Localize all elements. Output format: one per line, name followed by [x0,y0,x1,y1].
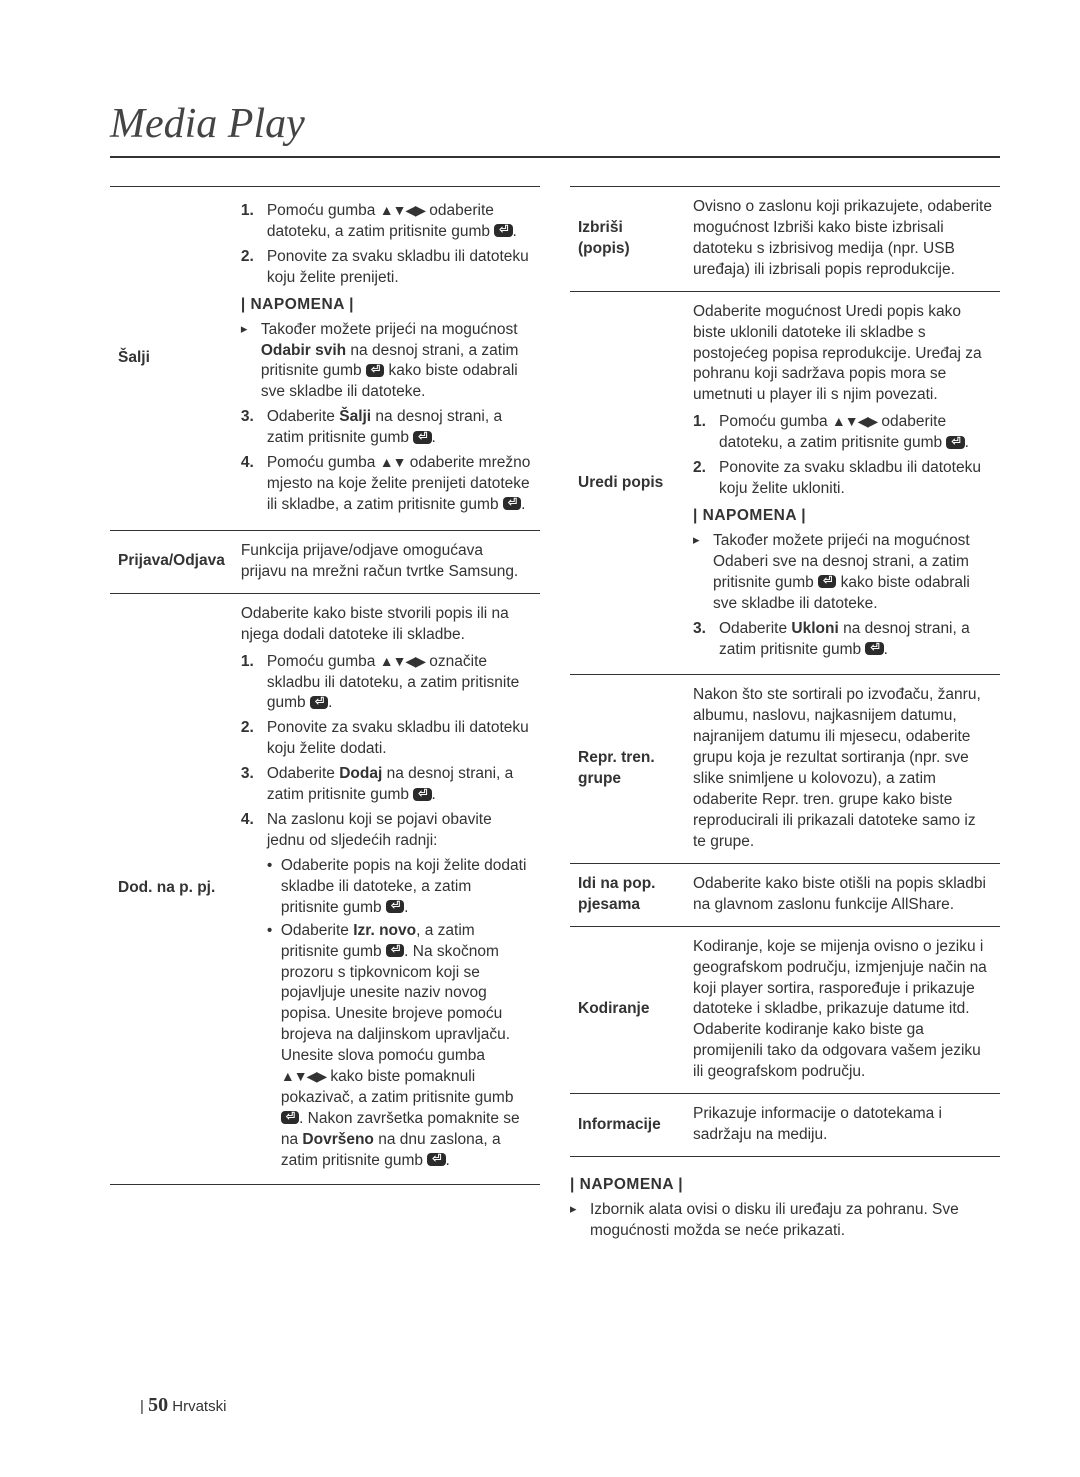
list-item: Odaberite Izr. novo, a zatim pritisnite … [267,921,532,1172]
row-label: Uredi popis [570,291,685,675]
step-list: Odaberite Šalji na desnoj strani, a zati… [241,407,532,516]
footer-note: | NAPOMENA | Izbornik alata ovisi o disk… [570,1175,1000,1242]
arrow-icons: ▲▼◀▶ [380,202,425,218]
intro-text: Odaberite mogućnost Uredi popis kako bis… [693,302,992,407]
list-item: Izbornik alata ovisi o disku ili uređaju… [570,1200,1000,1242]
row-label: Šalji [110,187,233,531]
row-content: Prikazuje informacije o datotekama i sad… [685,1094,1000,1157]
list-item: Pomoću gumba ▲▼◀▶ odaberite datoteku, a … [693,412,992,454]
enter-icon: ⏎ [503,497,521,510]
step-list: Pomoću gumba ▲▼◀▶ odaberite datoteku, a … [241,201,532,289]
list-item: Ponovite za svaku skladbu ili datoteku k… [241,718,532,760]
row-content: Odaberite kako biste otišli na popis skl… [685,863,1000,926]
page-language: Hrvatski [172,1398,226,1415]
table-row: Kodiranje Kodiranje, koje se mijenja ovi… [570,926,1000,1093]
arrow-icons: ▲▼◀▶ [281,1068,326,1084]
list-item: Odaberite Ukloni na desnoj strani, a zat… [693,619,992,661]
table-row: Informacije Prikazuje informacije o dato… [570,1094,1000,1157]
list-item: Pomoću gumba ▲▼◀▶ odaberite datoteku, a … [241,201,532,243]
list-item: Ponovite za svaku skladbu ili datoteku k… [693,458,992,500]
row-label: Informacije [570,1094,685,1157]
row-label: Dod. na p. pj. [110,593,233,1184]
page-number: 50 [148,1394,168,1416]
enter-icon: ⏎ [281,1111,299,1124]
row-content: Odaberite mogućnost Uredi popis kako bis… [685,291,1000,675]
list-item: Ponovite za svaku skladbu ili datoteku k… [241,247,532,289]
list-item: Također možete prijeći na mogućnost Odab… [693,531,992,615]
list-item: Odaberite Dodaj na desnoj strani, a zati… [241,764,532,806]
list-item: Također možete prijeći na mogućnost Odab… [241,320,532,404]
arrow-icons: ▲▼◀▶ [832,413,877,429]
note-list: Također možete prijeći na mogućnost Odab… [241,320,532,404]
enter-icon: ⏎ [413,788,431,801]
row-label: Izbriši (popis) [570,187,685,292]
row-label: Kodiranje [570,926,685,1093]
table-row: Šalji Pomoću gumba ▲▼◀▶ odaberite datote… [110,187,540,531]
enter-icon: ⏎ [413,431,431,444]
table-row: Dod. na p. pj. Odaberite kako biste stvo… [110,593,540,1184]
step-list: Odaberite Ukloni na desnoj strani, a zat… [693,619,992,661]
page-content: Media Play Šalji Pomoću gumba ▲▼◀▶ odabe… [0,60,1080,1286]
table-row: Izbriši (popis) Ovisno o zaslonu koji pr… [570,187,1000,292]
enter-icon: ⏎ [386,900,404,913]
table-row: Repr. tren. grupe Nakon što ste sortiral… [570,675,1000,863]
sub-list: Odaberite popis na koji želite dodati sk… [241,856,532,1172]
enter-icon: ⏎ [494,224,512,237]
enter-icon: ⏎ [310,696,328,709]
note-list: Također možete prijeći na mogućnost Odab… [693,531,992,615]
row-label: Repr. tren. grupe [570,675,685,863]
two-column-layout: Šalji Pomoću gumba ▲▼◀▶ odaberite datote… [110,186,1000,1246]
enter-icon: ⏎ [427,1153,445,1166]
row-content: Kodiranje, koje se mijenja ovisno o jezi… [685,926,1000,1093]
enter-icon: ⏎ [865,642,883,655]
row-content: Nakon što ste sortirali po izvođaču, žan… [685,675,1000,863]
enter-icon: ⏎ [946,436,964,449]
list-item: Odaberite Šalji na desnoj strani, a zati… [241,407,532,449]
row-content: Ovisno o zaslonu koji prikazujete, odabe… [685,187,1000,292]
table-row: Uredi popis Odaberite mogućnost Uredi po… [570,291,1000,675]
row-content: Pomoću gumba ▲▼◀▶ odaberite datoteku, a … [233,187,540,531]
row-content: Funkcija prijave/odjave omogućava prijav… [233,530,540,593]
right-column: Izbriši (popis) Ovisno o zaslonu koji pr… [570,186,1000,1246]
arrow-icons: ▲▼◀▶ [380,653,425,669]
note-label: | NAPOMENA | [693,506,992,527]
page-title: Media Play [110,100,1000,158]
step-list: Pomoću gumba ▲▼◀▶ odaberite datoteku, a … [693,412,992,500]
enter-icon: ⏎ [366,364,384,377]
list-item: Pomoću gumba ▲▼◀▶ označite skladbu ili d… [241,652,532,715]
note-label: | NAPOMENA | [241,295,532,316]
row-label: Idi na pop. pjesama [570,863,685,926]
note-list: Izbornik alata ovisi o disku ili uređaju… [570,1200,1000,1242]
list-item: Pomoću gumba ▲▼ odaberite mrežno mjesto … [241,453,532,516]
row-label: Prijava/Odjava [110,530,233,593]
intro-text: Odaberite kako biste stvorili popis ili … [241,604,532,646]
table-row: Idi na pop. pjesama Odaberite kako biste… [570,863,1000,926]
page-footer: | 50 Hrvatski [140,1394,226,1417]
row-content: Odaberite kako biste stvorili popis ili … [233,593,540,1184]
list-item: Na zaslonu koji se pojavi obavite jednu … [241,810,532,852]
step-list: Pomoću gumba ▲▼◀▶ označite skladbu ili d… [241,652,532,852]
left-column: Šalji Pomoću gumba ▲▼◀▶ odaberite datote… [110,186,540,1246]
note-label: | NAPOMENA | [570,1175,1000,1196]
enter-icon: ⏎ [386,944,404,957]
arrow-icons: ▲▼ [380,454,406,470]
list-item: Odaberite popis na koji želite dodati sk… [267,856,532,919]
left-table: Šalji Pomoću gumba ▲▼◀▶ odaberite datote… [110,186,540,1185]
enter-icon: ⏎ [818,575,836,588]
table-row: Prijava/Odjava Funkcija prijave/odjave o… [110,530,540,593]
right-table: Izbriši (popis) Ovisno o zaslonu koji pr… [570,186,1000,1157]
